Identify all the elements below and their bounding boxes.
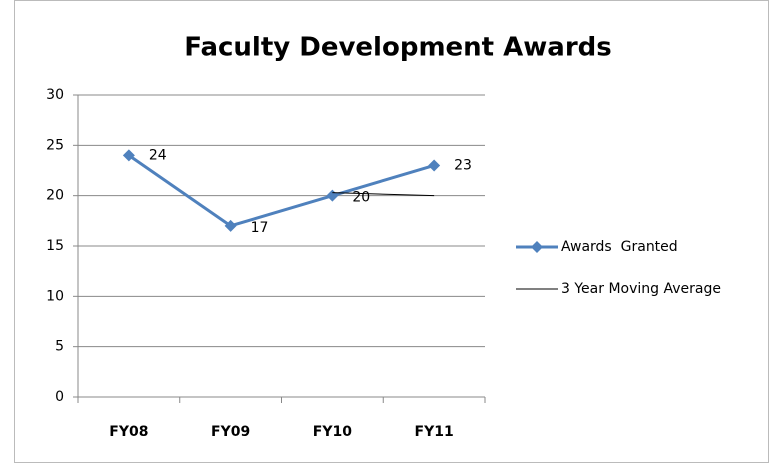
x-tick-label: FY10 — [313, 424, 352, 440]
y-tick-label: 5 — [55, 339, 64, 355]
y-tick-label: 20 — [46, 188, 64, 204]
x-tick-label: FY08 — [109, 424, 148, 440]
series-line — [332, 192, 435, 197]
data-label: 20 — [352, 190, 370, 206]
marker — [224, 219, 237, 232]
y-tick-label: 25 — [46, 137, 64, 153]
data-label: 17 — [251, 220, 269, 236]
series-line — [128, 154, 435, 228]
legend-label: 3 Year Moving Average — [561, 281, 721, 297]
legend-marker — [531, 241, 543, 253]
y-tick-label: 10 — [46, 288, 64, 304]
y-tick-label: 30 — [46, 87, 64, 103]
chart-border — [14, 0, 769, 463]
chart-title: Faculty Development Awards — [184, 33, 612, 63]
x-tick-label: FY11 — [415, 424, 454, 440]
legend-label: Awards Granted — [561, 239, 678, 255]
marker — [122, 149, 135, 162]
data-label: 23 — [454, 157, 472, 173]
marker — [428, 159, 441, 172]
y-tick-label: 15 — [46, 238, 64, 254]
y-tick-label: 0 — [55, 389, 64, 405]
data-label: 24 — [149, 147, 167, 163]
x-tick-label: FY09 — [211, 424, 250, 440]
